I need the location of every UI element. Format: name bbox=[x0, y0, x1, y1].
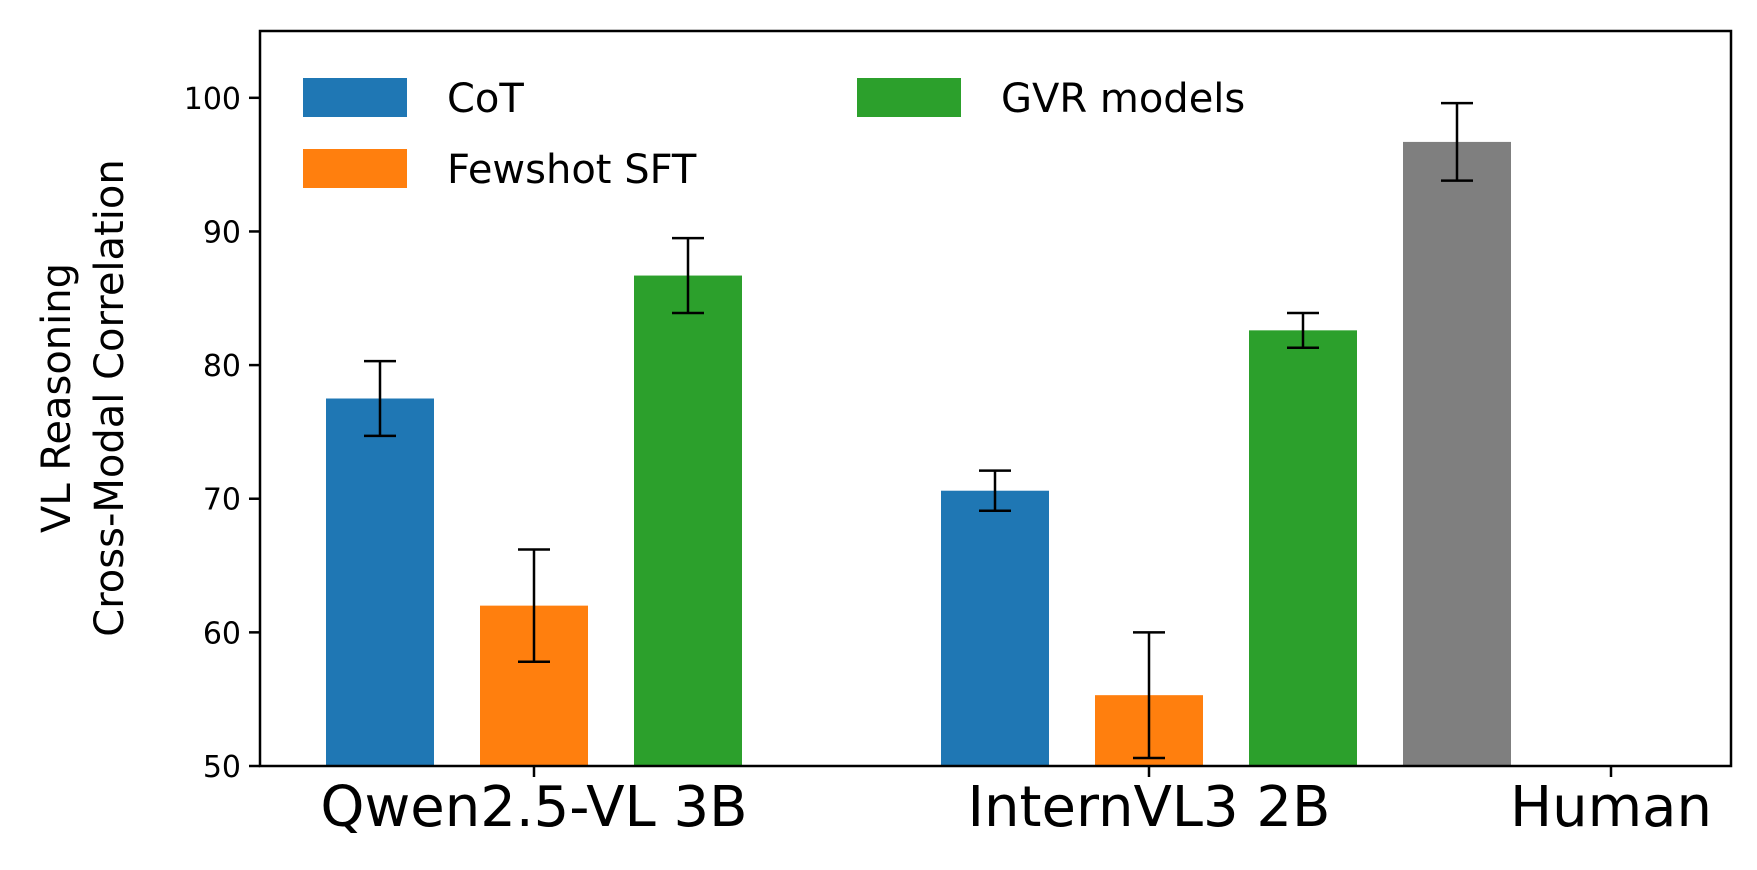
bar bbox=[1403, 141, 1511, 766]
y-tick-label: 50 bbox=[203, 750, 241, 785]
y-axis-label-line-1: VL Reasoning bbox=[34, 263, 80, 533]
x-axis-category-labels: Qwen2.5-VL 3B InternVL3 2B Human bbox=[320, 766, 1712, 840]
y-tick-label: 70 bbox=[203, 483, 241, 518]
bar bbox=[634, 275, 742, 766]
plot-area-frame bbox=[258, 29, 1733, 768]
y-tick-label: 100 bbox=[184, 82, 241, 117]
legend-label: GVR models bbox=[1001, 76, 1245, 122]
x-category-label: InternVL3 2B bbox=[968, 775, 1331, 840]
y-tick-label: 60 bbox=[203, 616, 241, 651]
legend-swatch bbox=[303, 78, 407, 117]
x-category-label: Human bbox=[1510, 775, 1712, 840]
bars bbox=[326, 141, 1511, 766]
bar bbox=[941, 490, 1049, 766]
y-axis-ticks: 50 60 70 80 90 100 bbox=[184, 82, 260, 785]
y-axis-label-line-2: Cross-Modal Correlation bbox=[87, 159, 133, 636]
legend: CoT Fewshot SFT GVR models bbox=[303, 76, 1245, 193]
legend-swatch bbox=[303, 149, 407, 188]
legend-swatch bbox=[857, 78, 961, 117]
bar bbox=[1249, 330, 1357, 766]
y-tick-label: 90 bbox=[203, 215, 241, 250]
error-bars bbox=[364, 101, 1473, 760]
x-category-label: Qwen2.5-VL 3B bbox=[320, 775, 747, 840]
legend-label: Fewshot SFT bbox=[447, 147, 697, 193]
y-tick-label: 80 bbox=[203, 349, 241, 384]
bar bbox=[326, 398, 434, 766]
legend-label: CoT bbox=[447, 76, 524, 122]
